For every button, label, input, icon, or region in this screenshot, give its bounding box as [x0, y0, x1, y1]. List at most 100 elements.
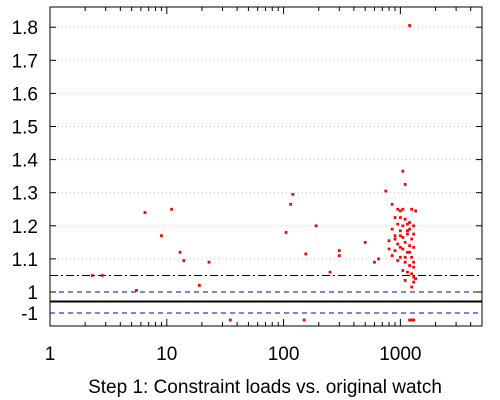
plot-frames: [49, 6, 483, 327]
data-point: [406, 222, 409, 226]
data-point: [396, 242, 400, 246]
data-point: [398, 255, 402, 259]
data-point: [403, 279, 407, 282]
data-point: [408, 24, 412, 27]
data-point: [160, 234, 163, 238]
data-point: [403, 260, 407, 264]
data-point: [135, 288, 138, 292]
data-point: [406, 270, 409, 274]
data-point: [393, 216, 397, 219]
data-point: [412, 275, 416, 279]
data-point: [390, 227, 394, 231]
data-point: [401, 247, 405, 251]
data-point: [403, 183, 407, 186]
data-point: [387, 239, 391, 243]
data-point: [384, 189, 388, 193]
data-point: [291, 192, 295, 196]
data-point-lower: [228, 318, 232, 322]
y-tick-label: 1.4: [12, 151, 39, 172]
data-point: [406, 232, 409, 236]
data-point: [363, 240, 367, 244]
data-point: [100, 274, 104, 277]
data-point: [408, 250, 412, 254]
data-point: [410, 285, 414, 289]
data-point: [398, 216, 402, 219]
data-point: [408, 227, 412, 231]
x-axis-label: Step 1: Constraint loads vs. original wa…: [88, 377, 442, 398]
reference-lines: [50, 274, 482, 314]
data-point: [393, 234, 397, 238]
y-tick-label: 1.7: [12, 51, 38, 72]
data-point: [410, 237, 414, 241]
data-points: [90, 24, 417, 322]
data-point: [197, 283, 201, 287]
data-point: [401, 269, 405, 272]
y-tick-label: 1.2: [12, 217, 38, 238]
data-point: [337, 254, 341, 257]
data-point: [207, 260, 211, 264]
data-point: [396, 222, 400, 226]
data-point: [170, 207, 174, 211]
data-point: [393, 237, 397, 241]
data-point: [304, 252, 308, 256]
y-tick-label: 1.6: [12, 84, 38, 105]
x-tick-label: 10: [156, 344, 177, 365]
data-point: [401, 235, 405, 239]
x-tick-label: 1: [45, 344, 56, 365]
data-point: [377, 257, 380, 261]
data-point: [414, 209, 417, 213]
data-point: [143, 211, 147, 214]
data-point: [410, 207, 414, 211]
data-point: [412, 280, 416, 284]
data-point: [412, 245, 416, 249]
data-point: [328, 270, 332, 274]
data-point: [396, 207, 400, 211]
data-point: [337, 249, 341, 253]
data-point: [403, 217, 407, 221]
data-point: [412, 265, 416, 269]
data-point-lower: [412, 318, 416, 322]
y-tick-label: 1.1: [12, 250, 38, 271]
data-point: [393, 249, 397, 253]
data-point: [398, 229, 402, 233]
data-point: [90, 274, 94, 277]
data-point: [284, 231, 288, 234]
data-point-lower: [302, 318, 306, 322]
data-point: [398, 209, 402, 213]
y-tick-label-lower: -1: [21, 304, 38, 325]
data-point: [406, 250, 409, 254]
data-point: [408, 221, 412, 224]
x-tick-label: 1000: [379, 344, 421, 365]
data-point: [408, 264, 412, 267]
data-point: [387, 247, 391, 251]
data-point: [412, 224, 416, 228]
data-point: [414, 277, 417, 281]
data-point: [410, 255, 414, 259]
tick-labels: 11.11.21.31.41.51.61.71.8-11 10 100 1000: [12, 18, 422, 365]
data-point: [314, 224, 318, 228]
data-point: [390, 254, 394, 257]
data-point: [178, 250, 182, 254]
data-point: [182, 259, 186, 262]
y-tick-label: 1.5: [12, 118, 38, 139]
axis-ticks: [49, 7, 483, 326]
data-point: [403, 255, 407, 259]
data-point: [396, 259, 400, 262]
data-point-lower: [410, 318, 414, 322]
y-tick-label: 1.3: [12, 184, 38, 205]
y-tick-label: 1: [27, 283, 38, 304]
data-point: [398, 234, 402, 238]
data-point: [403, 240, 407, 244]
data-point: [373, 260, 376, 264]
data-point: [390, 202, 394, 206]
data-point-lower: [408, 318, 412, 322]
y-tick-label: 1.8: [12, 18, 38, 39]
data-point: [410, 272, 414, 276]
data-point: [401, 169, 405, 173]
data-point: [408, 244, 412, 248]
data-point: [398, 245, 402, 249]
data-point: [401, 207, 405, 211]
x-tick-label: 100: [268, 344, 300, 365]
data-point: [412, 232, 416, 236]
